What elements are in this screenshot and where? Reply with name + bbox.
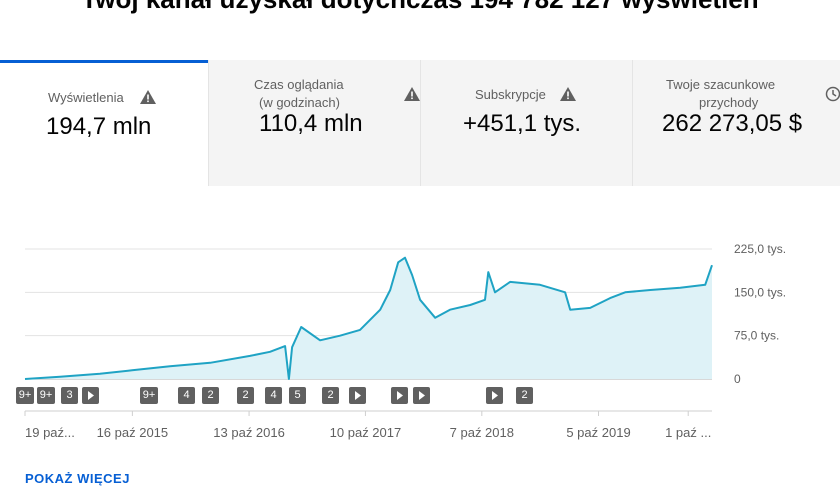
warning-icon: [560, 87, 576, 101]
video-marker[interactable]: [349, 387, 366, 404]
video-marker[interactable]: [391, 387, 408, 404]
event-marker[interactable]: 9+: [16, 387, 34, 404]
tab-value: 262 273,05 $: [662, 110, 803, 137]
page-title: Twój kanał uzyskał dotychczas 194 782 12…: [0, 0, 840, 15]
area: [25, 257, 712, 379]
y-tick-label: 150,0 tys.: [734, 285, 786, 299]
show-more-link[interactable]: POKAŻ WIĘCEJ: [25, 471, 130, 486]
video-marker[interactable]: [486, 387, 503, 404]
y-tick-label: 0: [734, 372, 741, 386]
event-marker[interactable]: 2: [237, 387, 254, 404]
event-marker[interactable]: 2: [202, 387, 219, 404]
line: [24, 256, 713, 380]
event-marker[interactable]: 2: [322, 387, 339, 404]
event-marker[interactable]: 9+: [37, 387, 55, 404]
tab[interactable]: Subskrypcje +451,1 tys.: [420, 60, 632, 186]
event-marker[interactable]: 9+: [140, 387, 158, 404]
event-marker[interactable]: 4: [265, 387, 282, 404]
x-tick-label: 19 paź...: [25, 425, 75, 440]
x-tick-label: 13 paź 2016: [213, 425, 285, 440]
tab-value: 194,7 mln: [46, 113, 152, 140]
event-marker[interactable]: 4: [178, 387, 195, 404]
event-marker[interactable]: 3: [61, 387, 78, 404]
tab-value: +451,1 tys.: [463, 110, 582, 137]
warning-icon: [404, 87, 420, 101]
tab-sublabel: przychody: [699, 95, 759, 110]
x-tick-label: 5 paź 2019: [566, 425, 630, 440]
x-tick-label: 16 paź 2015: [97, 425, 169, 440]
video-marker[interactable]: [82, 387, 99, 404]
y-tick-label: 225,0 tys.: [734, 242, 786, 256]
warning-icon: [140, 90, 156, 104]
metric-tabs: Wyświetlenia 194,7 mln Czas oglądania (w…: [0, 60, 840, 186]
tab-sublabel: (w godzinach): [259, 95, 340, 110]
x-tick-label: 10 paź 2017: [330, 425, 402, 440]
event-marker[interactable]: 2: [516, 387, 533, 404]
tab[interactable]: Wyświetlenia 194,7 mln: [0, 60, 208, 186]
y-tick-label: 75,0 tys.: [734, 329, 779, 343]
tab-value: 110,4 mln: [259, 110, 363, 137]
tab[interactable]: Czas oglądania (w godzinach) 110,4 mln: [208, 60, 420, 186]
event-marker[interactable]: 5: [289, 387, 306, 404]
x-tick-label: 7 paź 2018: [450, 425, 514, 440]
tab[interactable]: Twoje szacunkowe przychody 262 273,05 $: [632, 60, 840, 186]
x-tick-label: 1 paź ...: [665, 425, 711, 440]
video-marker[interactable]: [413, 387, 430, 404]
tab-label: Twoje szacunkowe: [666, 77, 776, 92]
tab-label: Subskrypcje: [475, 87, 546, 102]
tab-label: Wyświetlenia: [48, 90, 124, 105]
tab-label: Czas oglądania: [254, 77, 344, 92]
